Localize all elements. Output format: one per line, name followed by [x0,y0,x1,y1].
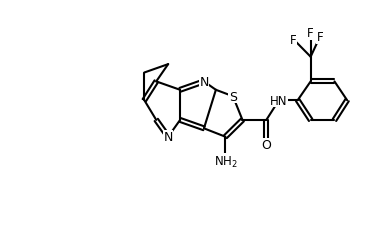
Text: N: N [163,131,173,144]
Text: F: F [307,27,314,40]
Text: S: S [229,90,237,103]
Text: F: F [317,31,323,44]
Text: HN: HN [270,94,288,107]
Text: N: N [199,76,209,89]
Text: O: O [262,139,271,151]
Text: NH$_2$: NH$_2$ [213,154,237,169]
Text: F: F [290,34,297,47]
